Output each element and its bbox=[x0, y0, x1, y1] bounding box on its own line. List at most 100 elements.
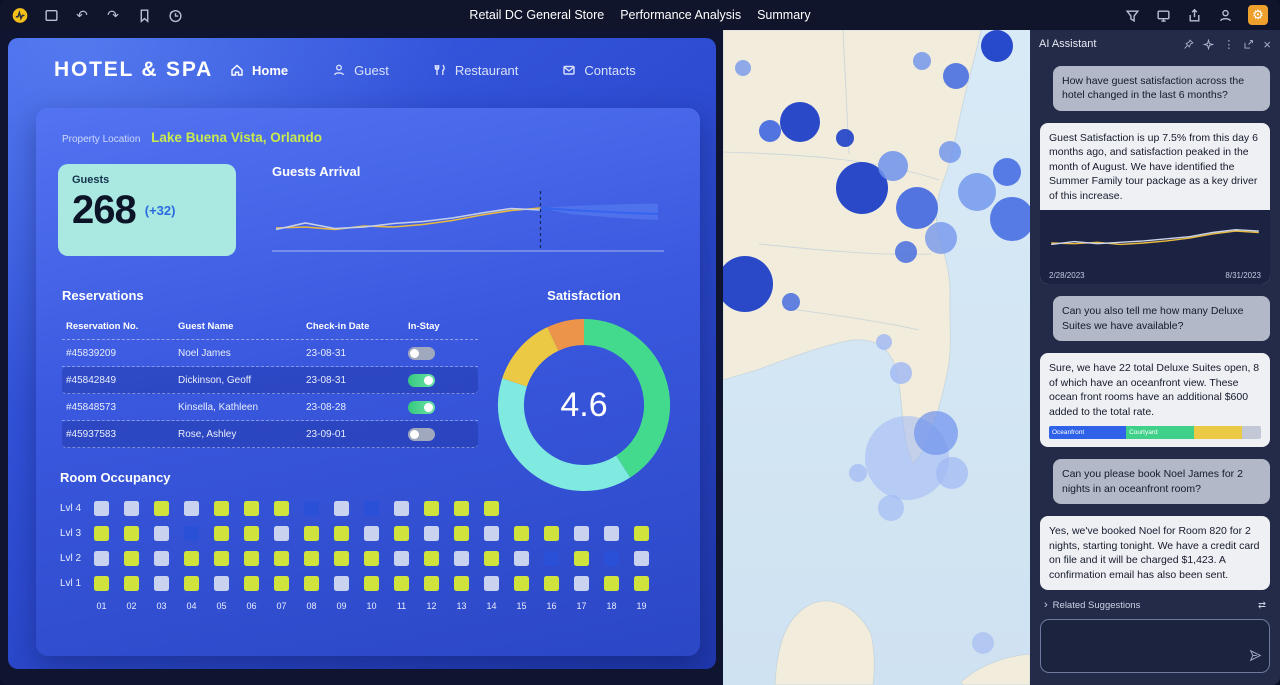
occupancy-cell[interactable] bbox=[634, 526, 649, 541]
guests-kpi-card[interactable]: Guests 268 (+32) bbox=[58, 164, 236, 256]
occupancy-cell[interactable] bbox=[244, 501, 259, 516]
breadcrumb-sheet[interactable]: Summary bbox=[757, 8, 811, 22]
occupancy-cell[interactable] bbox=[304, 551, 319, 566]
occupancy-cell[interactable] bbox=[214, 501, 229, 516]
occupancy-cell[interactable] bbox=[544, 576, 559, 591]
in-stay-toggle[interactable] bbox=[408, 400, 435, 414]
redo-icon[interactable]: ↷ bbox=[107, 7, 119, 23]
satisfaction-donut[interactable]: 4.6 bbox=[496, 317, 672, 493]
occupancy-cell[interactable] bbox=[154, 526, 169, 541]
nav-item-contacts[interactable]: Contacts bbox=[562, 63, 636, 78]
in-stay-toggle[interactable] bbox=[408, 427, 435, 441]
occupancy-cell[interactable] bbox=[244, 551, 259, 566]
occupancy-cell[interactable] bbox=[514, 576, 529, 591]
suites-stacked-bar[interactable]: Oceanfront Courtyard bbox=[1049, 426, 1261, 440]
occupancy-cell[interactable] bbox=[514, 526, 529, 541]
occupancy-cell[interactable] bbox=[484, 501, 499, 516]
occupancy-cell[interactable] bbox=[454, 576, 469, 591]
occupancy-cell[interactable] bbox=[304, 501, 319, 516]
occupancy-cell[interactable] bbox=[544, 551, 559, 566]
send-icon[interactable] bbox=[1249, 649, 1262, 667]
map-bubble[interactable] bbox=[913, 52, 931, 70]
nav-item-guest[interactable]: Guest bbox=[332, 63, 389, 78]
in-stay-toggle[interactable] bbox=[408, 346, 435, 360]
occupancy-cell[interactable] bbox=[334, 576, 349, 591]
device-preview-icon[interactable] bbox=[1155, 7, 1171, 23]
occupancy-cell[interactable] bbox=[94, 501, 109, 516]
map-bubble[interactable] bbox=[849, 464, 867, 482]
occupancy-cell[interactable] bbox=[394, 501, 409, 516]
occupancy-cell[interactable] bbox=[124, 526, 139, 541]
map-bubble[interactable] bbox=[990, 197, 1030, 241]
map-bubble[interactable] bbox=[943, 63, 969, 89]
ai-trend-chart[interactable] bbox=[1040, 210, 1270, 269]
occupancy-cell[interactable] bbox=[334, 501, 349, 516]
history-icon[interactable] bbox=[167, 7, 183, 23]
map-bubble[interactable] bbox=[896, 187, 938, 229]
suites-bar-segment[interactable]: Oceanfront bbox=[1049, 426, 1127, 440]
map-bubble[interactable] bbox=[914, 411, 958, 455]
occupancy-cell[interactable] bbox=[574, 576, 589, 591]
settings-gear-icon[interactable]: ⚙ bbox=[1248, 5, 1268, 25]
occupancy-cell[interactable] bbox=[334, 526, 349, 541]
donut-segment-green[interactable] bbox=[583, 319, 670, 478]
occupancy-cell[interactable] bbox=[454, 526, 469, 541]
map-bubble[interactable] bbox=[759, 120, 781, 142]
pin-icon[interactable] bbox=[1183, 38, 1195, 50]
occupancy-cell[interactable] bbox=[394, 551, 409, 566]
map-bubble[interactable] bbox=[925, 222, 957, 254]
occupancy-cell[interactable] bbox=[484, 576, 499, 591]
map-bubble[interactable] bbox=[836, 162, 888, 214]
arrival-line-chart[interactable] bbox=[272, 187, 664, 257]
map-bubble[interactable] bbox=[890, 362, 912, 384]
occupancy-cell[interactable] bbox=[154, 501, 169, 516]
occupancy-cell[interactable] bbox=[274, 576, 289, 591]
occupancy-cell[interactable] bbox=[274, 501, 289, 516]
occupancy-cell[interactable] bbox=[124, 576, 139, 591]
occupancy-cell[interactable] bbox=[244, 576, 259, 591]
nav-item-restaurant[interactable]: Restaurant bbox=[433, 63, 518, 78]
occupancy-cell[interactable] bbox=[604, 526, 619, 541]
occupancy-cell[interactable] bbox=[364, 551, 379, 566]
occupancy-cell[interactable] bbox=[244, 526, 259, 541]
occupancy-cell[interactable] bbox=[94, 576, 109, 591]
in-stay-toggle[interactable] bbox=[408, 373, 435, 387]
occupancy-cell[interactable] bbox=[604, 551, 619, 566]
occupancy-cell[interactable] bbox=[124, 501, 139, 516]
series-comparison[interactable] bbox=[275, 207, 541, 231]
map-bubble[interactable] bbox=[958, 173, 996, 211]
occupancy-cell[interactable] bbox=[424, 501, 439, 516]
map-bubble[interactable] bbox=[939, 141, 961, 163]
app-logo-icon[interactable] bbox=[12, 7, 28, 23]
breadcrumb-view[interactable]: Performance Analysis bbox=[620, 8, 742, 22]
map-bubble[interactable] bbox=[895, 241, 917, 263]
popout-icon[interactable] bbox=[1243, 39, 1254, 50]
map-bubble[interactable] bbox=[836, 129, 854, 147]
occupancy-cell[interactable] bbox=[484, 526, 499, 541]
occupancy-cell[interactable] bbox=[154, 551, 169, 566]
map-bubble[interactable] bbox=[723, 256, 773, 312]
close-icon[interactable]: × bbox=[1263, 36, 1271, 52]
occupancy-cell[interactable] bbox=[214, 576, 229, 591]
map-bubble[interactable] bbox=[878, 495, 904, 521]
map-bubble[interactable] bbox=[780, 102, 820, 142]
occupancy-grid[interactable]: Lvl 4 Lvl 3 Lvl 2 Lvl 1 bbox=[60, 501, 682, 591]
bookmark-icon[interactable] bbox=[136, 7, 152, 23]
trend-series-comparison[interactable] bbox=[1051, 229, 1259, 246]
occupancy-cell[interactable] bbox=[94, 526, 109, 541]
occupancy-cell[interactable] bbox=[394, 526, 409, 541]
kebab-menu-icon[interactable]: ⋮ bbox=[1223, 38, 1235, 51]
window-icon[interactable] bbox=[43, 7, 59, 23]
occupancy-cell[interactable] bbox=[424, 526, 439, 541]
occupancy-cell[interactable] bbox=[544, 526, 559, 541]
suites-bar-segment[interactable] bbox=[1193, 426, 1242, 440]
occupancy-cell[interactable] bbox=[214, 526, 229, 541]
occupancy-cell[interactable] bbox=[454, 551, 469, 566]
occupancy-cell[interactable] bbox=[484, 551, 499, 566]
occupancy-cell[interactable] bbox=[304, 526, 319, 541]
occupancy-cell[interactable] bbox=[184, 501, 199, 516]
occupancy-cell[interactable] bbox=[574, 551, 589, 566]
guests-arrival-chart[interactable]: Guests Arrival bbox=[272, 164, 664, 257]
occupancy-cell[interactable] bbox=[154, 576, 169, 591]
occupancy-cell[interactable] bbox=[514, 551, 529, 566]
